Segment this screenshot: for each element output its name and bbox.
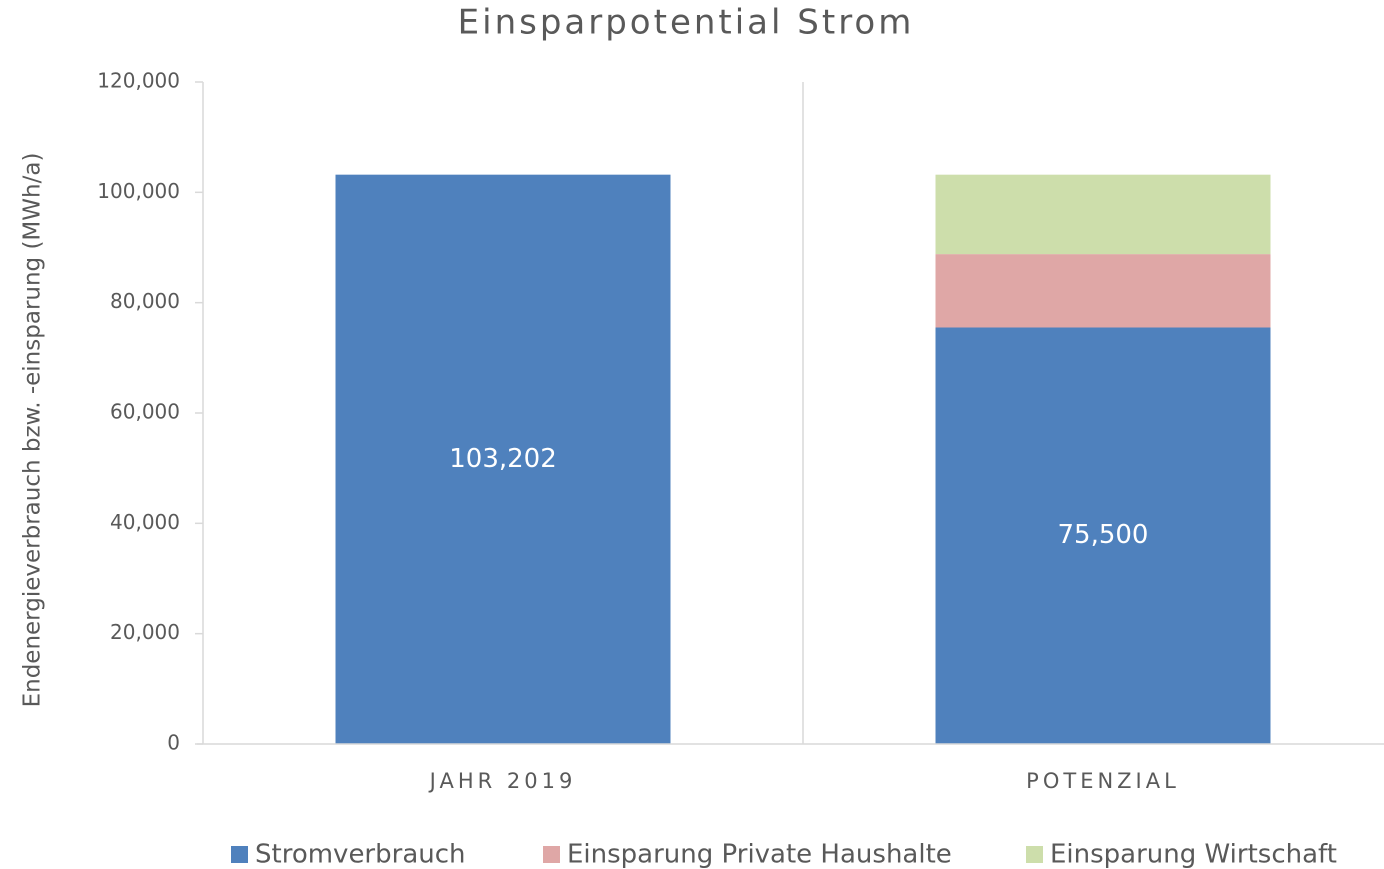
data-label: 75,500 [1058, 520, 1149, 550]
x-tick-label: JAHR 2019 [428, 769, 577, 793]
y-axis-title: Endenergieverbrauch bzw. -einsparung (MW… [20, 153, 46, 708]
y-tick-label: 20,000 [110, 620, 180, 644]
y-tick-label: 40,000 [110, 510, 180, 534]
legend-swatch [231, 846, 248, 863]
y-tick-label: 60,000 [110, 400, 180, 424]
y-tick-label: 0 [167, 731, 180, 755]
bar-segment [935, 174, 1271, 255]
legend-label: Stromverbrauch [255, 840, 466, 869]
bar-segment [935, 327, 1271, 744]
y-tick-label: 120,000 [97, 69, 180, 93]
x-tick-label: POTENZIAL [1026, 769, 1180, 793]
data-label: 103,202 [449, 444, 557, 474]
chart-title: Einsparpotential Strom [458, 3, 915, 43]
legend-swatch [543, 846, 560, 863]
y-tick-label: 100,000 [97, 179, 180, 203]
bar-segment [935, 254, 1271, 328]
legend-label: Einsparung Private Haushalte [567, 840, 952, 869]
legend-swatch [1026, 846, 1043, 863]
bar-segment [335, 174, 671, 745]
legend-label: Einsparung Wirtschaft [1050, 840, 1337, 869]
y-tick-label: 80,000 [110, 289, 180, 313]
